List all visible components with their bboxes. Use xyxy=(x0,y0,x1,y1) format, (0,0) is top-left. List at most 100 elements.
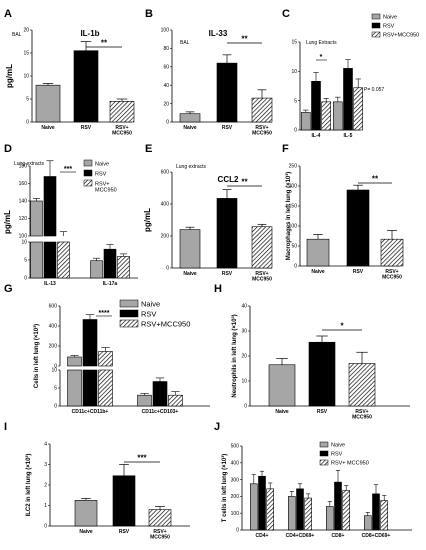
y-tick-label: 400 xyxy=(161,202,170,208)
panel-letter-g: G xyxy=(4,283,13,295)
category-label-line: RSV+ xyxy=(153,529,166,535)
bar-1 xyxy=(103,248,117,279)
category-label: Naive xyxy=(183,271,197,277)
bar-2 xyxy=(342,490,351,531)
category-label: RSV xyxy=(317,409,328,415)
panel-h: 0 10 20 30 40 Naive RSV RSV+ MCC950 * Neutrophils … xyxy=(231,304,410,421)
category-label: RSV xyxy=(119,529,130,535)
bar-2 xyxy=(117,256,130,279)
significance-label: * xyxy=(320,54,323,61)
bar-0 xyxy=(332,101,343,131)
bar-2-lower xyxy=(57,241,70,279)
category-label: IL-13 xyxy=(44,281,56,287)
category-label-line: MCC950 xyxy=(382,275,402,281)
y-tick-label: 100 xyxy=(289,224,298,230)
bar-1 xyxy=(311,81,321,131)
y-tick-label: 100 xyxy=(161,28,170,34)
y-tick-label: 5 xyxy=(26,97,29,103)
category-label: CD4+CD69+ xyxy=(286,533,315,539)
y-tick-label: 10 xyxy=(241,379,247,385)
panel-letter-i: I xyxy=(4,421,7,433)
bar-0 xyxy=(363,515,372,531)
y-axis-label: pg/mL xyxy=(5,64,14,88)
panel-f: 0 50 100 150 200 250 Naive RSV RSV+ MCC950 ** Macro… xyxy=(285,164,404,281)
y-tick-label: 60 xyxy=(163,65,169,71)
y-axis-label: Macrophages in left lung (×10³) xyxy=(285,172,292,261)
bar-1 xyxy=(343,68,353,131)
significance-label: ** xyxy=(372,175,379,184)
panel-letter-c: C xyxy=(282,8,290,20)
category-label: RSV+ MCC950 xyxy=(252,125,272,137)
bar-1 xyxy=(296,488,304,531)
panel-a: 0 5 10 15 20 Naive RSV RSV+ MCC950 **IL-1b BAL pg/m… xyxy=(5,28,135,137)
significance-label: *** xyxy=(64,166,72,173)
chart-annotation: BAL xyxy=(180,40,190,46)
y-tick-label: 0 xyxy=(294,128,297,134)
y-tick-label: 200 xyxy=(161,234,170,240)
category-label: Naive xyxy=(41,125,55,131)
bar-2 xyxy=(251,226,273,269)
legend-swatch xyxy=(371,13,381,20)
panel-d: 100 120 140 160 180 0 5 10 IL-13 IL-17a Naive RSV RS… xyxy=(3,159,138,287)
bar-2-upper xyxy=(98,351,113,367)
legend-entry: Naive xyxy=(383,15,397,21)
bar-1 xyxy=(258,475,266,531)
legend-swatch xyxy=(83,179,93,187)
significance-label: * xyxy=(340,322,344,331)
y-tick-label: 10 xyxy=(23,74,29,80)
category-label-line: MCC950 xyxy=(112,131,132,137)
y-tick-label: 15 xyxy=(291,40,297,46)
bar-2 xyxy=(148,509,172,527)
bar-1 xyxy=(308,341,336,407)
panel-letter-b: B xyxy=(145,8,153,20)
y-tick-label: 15 xyxy=(23,51,29,57)
y-tick-label: 0 xyxy=(166,266,169,272)
bar-1 xyxy=(73,50,99,123)
legend-entry: RSV xyxy=(141,310,156,319)
category-label: RSV+ MCC950 xyxy=(352,409,372,421)
bar-2 xyxy=(348,363,376,407)
y-tick-label: 100 xyxy=(19,234,28,240)
category-label: CD8+CD69+ xyxy=(362,533,391,539)
significance-label: P= 0.057 xyxy=(364,87,384,93)
legend-swatch xyxy=(371,22,381,29)
category-label: CD11c+CD11b+ xyxy=(72,409,109,415)
category-label: IL-4 xyxy=(312,133,321,139)
category-label: RSV xyxy=(353,269,364,275)
y-tick-label: 1 xyxy=(44,503,47,509)
legend-swatch xyxy=(319,450,329,457)
chart-title: CCL2 xyxy=(218,175,239,184)
y-tick-label: 5 xyxy=(24,258,27,264)
bar-1 xyxy=(112,475,136,527)
bar-0-lower xyxy=(67,369,82,407)
legend-entry-line: RSV+ xyxy=(95,182,110,188)
legend-swatch xyxy=(119,299,139,308)
legend-swatch xyxy=(371,31,381,38)
bar-2 xyxy=(380,238,404,267)
significance-label: **** xyxy=(99,310,110,317)
legend-entry: RSV+MCC950 xyxy=(141,320,190,329)
category-label: CD11c+CD103+ xyxy=(142,409,179,415)
bar-1 xyxy=(216,62,238,123)
significance-label: ** xyxy=(241,35,248,44)
legend-swatch xyxy=(319,459,329,466)
y-tick-label: 160 xyxy=(19,181,28,187)
y-tick-label: 0 xyxy=(166,120,169,126)
y-tick-label: 140 xyxy=(19,199,28,205)
y-tick-label: 50 xyxy=(291,244,297,250)
y-tick-label: 200 xyxy=(49,344,58,350)
panel-letter-f: F xyxy=(282,143,289,155)
bar-0 xyxy=(179,229,201,269)
category-label: Naive xyxy=(275,409,289,415)
y-tick-label: 0 xyxy=(236,528,239,534)
y-tick-label: 100 xyxy=(231,511,240,517)
y-tick-label: 0 xyxy=(294,264,297,270)
legend-entry: RSV+MCC950 xyxy=(95,182,117,194)
y-tick-label: 0 xyxy=(26,120,29,126)
y-tick-label: 4 xyxy=(44,442,47,448)
bar-2-lower xyxy=(98,369,113,407)
bar-0 xyxy=(306,238,330,267)
y-tick-label: 0 xyxy=(24,276,27,282)
y-tick-label: 400 xyxy=(49,324,58,330)
y-tick-label: 200 xyxy=(231,494,240,500)
